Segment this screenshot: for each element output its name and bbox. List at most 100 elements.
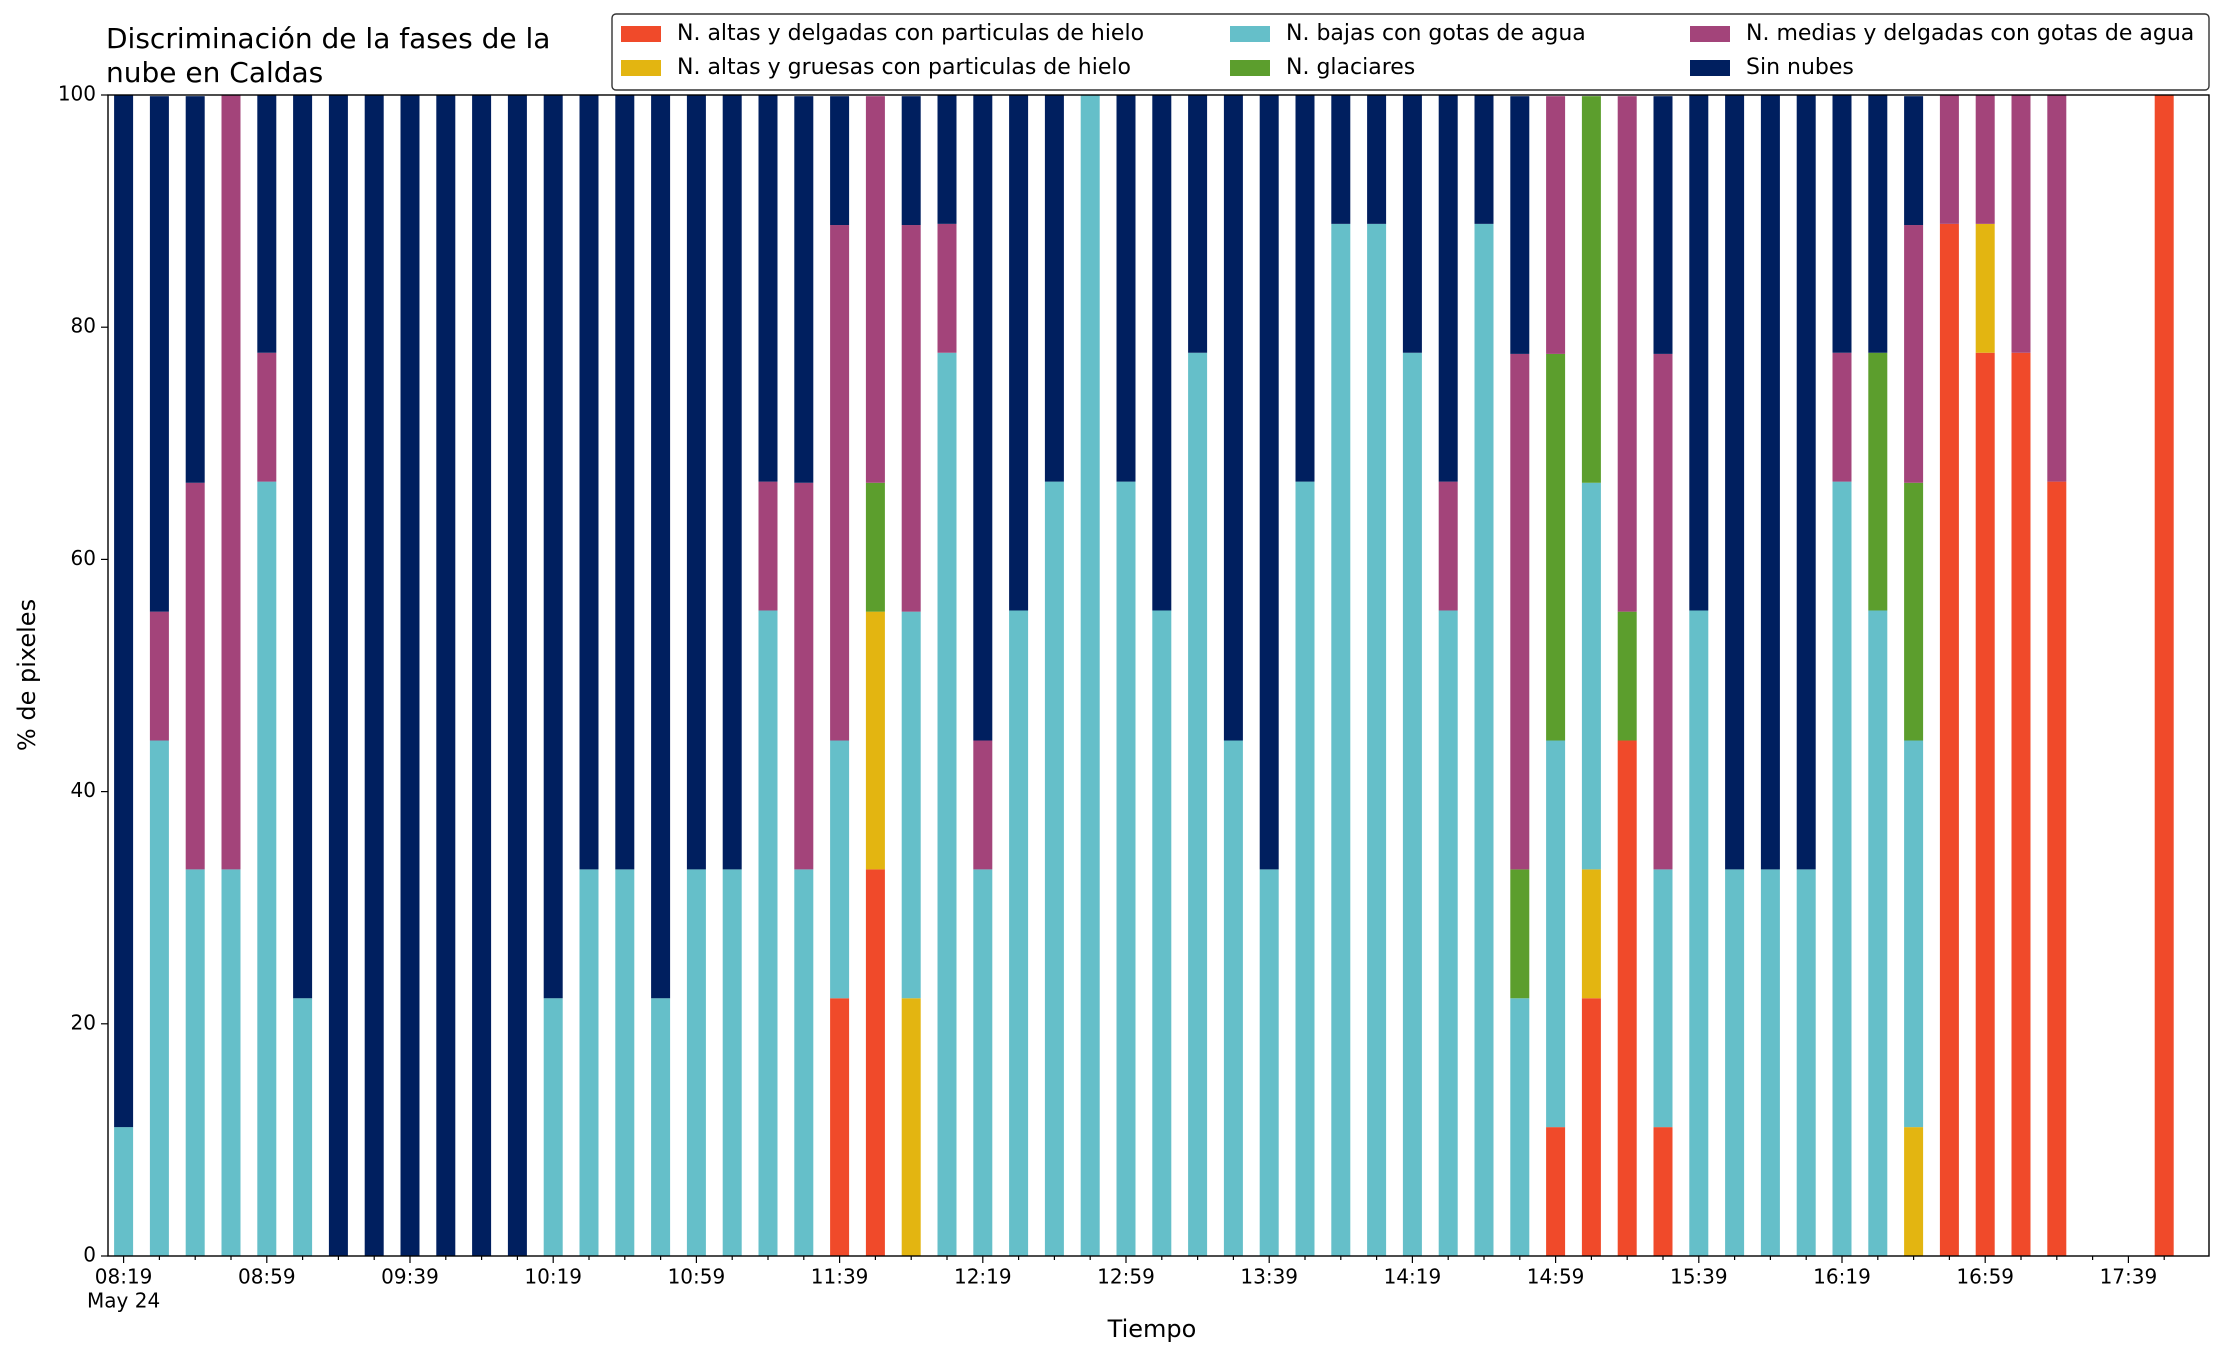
bar-segment xyxy=(1617,96,1637,612)
bar-segment xyxy=(1044,95,1064,482)
y-tick-label: 80 xyxy=(71,314,96,338)
x-tick-label: 09:39 xyxy=(381,1265,439,1289)
bar-segment xyxy=(830,740,850,999)
x-tick-label: 17:39 xyxy=(2100,1265,2158,1289)
y-tick-label: 0 xyxy=(83,1243,96,1267)
bar-segment xyxy=(615,95,635,870)
x-tick-label: 13:39 xyxy=(1240,1265,1298,1289)
bar-segment xyxy=(937,223,957,353)
bar-segment xyxy=(1868,95,1888,353)
y-tick-label: 40 xyxy=(71,778,96,802)
bar-segment xyxy=(1259,869,1279,1256)
bar-segment xyxy=(400,95,420,1256)
bar-segment xyxy=(2011,95,2031,353)
x-tick-label: 12:19 xyxy=(954,1265,1012,1289)
bar-segment xyxy=(1581,482,1601,870)
bar-segment xyxy=(973,95,993,741)
plot-frame xyxy=(107,94,2210,1257)
legend-swatch xyxy=(1690,26,1730,42)
bar-segment xyxy=(1546,96,1566,354)
bar-segment xyxy=(1904,482,1924,741)
bar-segment xyxy=(1653,869,1673,1128)
x-tick-label: 16:19 xyxy=(1813,1265,1871,1289)
x-tick-label: 11:39 xyxy=(811,1265,869,1289)
bar-segment xyxy=(1474,223,1494,1257)
y-tick-label: 20 xyxy=(71,1010,96,1034)
bar-segment xyxy=(114,95,134,1128)
bar-segment xyxy=(507,95,527,1256)
bar-segment xyxy=(579,95,599,870)
bar-segment xyxy=(865,869,885,1256)
legend-swatch xyxy=(621,26,661,42)
bar-segment xyxy=(1009,95,1029,611)
bar-segment xyxy=(686,869,706,1256)
legend-label: N. medias y delgadas con gotas de agua xyxy=(1746,21,2194,46)
bar-segment xyxy=(1796,869,1816,1256)
bar-segment xyxy=(1152,95,1172,611)
bar-segment xyxy=(1653,1127,1673,1256)
bar-segment xyxy=(436,95,456,1256)
bar-segment xyxy=(1367,223,1387,1257)
legend-swatch xyxy=(1230,26,1270,42)
y-axis-label: % de pixeles xyxy=(13,599,41,751)
legend-label: Sin nubes xyxy=(1746,55,1854,80)
bar-segment xyxy=(1510,353,1530,870)
x-tick-label: 10:19 xyxy=(524,1265,582,1289)
bar-segment xyxy=(1152,610,1172,1256)
x-tick-label: 10:59 xyxy=(668,1265,726,1289)
bar-segment xyxy=(901,225,921,612)
bar-segment xyxy=(149,740,169,1256)
bar-segment xyxy=(722,95,742,870)
bar-segment xyxy=(1653,96,1673,354)
x-tick-label: 14:19 xyxy=(1384,1265,1442,1289)
bar-segment xyxy=(1546,353,1566,741)
bar-segment xyxy=(615,869,635,1256)
bar-segment xyxy=(1188,352,1208,1256)
legend-swatch xyxy=(621,60,661,76)
bar-segment xyxy=(2047,95,2067,482)
chart-title: nube en Caldas xyxy=(106,56,323,89)
bar-segment xyxy=(794,96,814,483)
bar-segment xyxy=(185,96,205,483)
bar-segment xyxy=(1295,95,1315,482)
bar-segment xyxy=(1402,352,1422,1256)
bar-segment xyxy=(1975,95,1995,224)
bar-segment xyxy=(2154,95,2174,1256)
bar-segment xyxy=(543,998,563,1256)
bar-segment xyxy=(722,869,742,1256)
bar-segment xyxy=(1689,610,1709,1256)
bar-segment xyxy=(114,1127,134,1256)
bar-segment xyxy=(1796,95,1816,870)
bar-segment xyxy=(1868,610,1888,1256)
bar-segment xyxy=(185,869,205,1256)
bar-segment xyxy=(1581,96,1601,483)
bar-segment xyxy=(1044,481,1064,1256)
legend-swatch xyxy=(1690,60,1730,76)
x-tick-label: 15:39 xyxy=(1670,1265,1728,1289)
bar-segment xyxy=(1904,225,1924,483)
bar-segment xyxy=(149,611,169,741)
bar-segment xyxy=(865,482,885,612)
bar-segment xyxy=(257,95,277,353)
bar-segment xyxy=(1904,1127,1924,1256)
bar-segment xyxy=(1223,740,1243,1256)
bar-segment xyxy=(758,95,778,482)
bar-segment xyxy=(1725,869,1745,1256)
bar-segment xyxy=(257,481,277,1256)
bar-segment xyxy=(293,998,313,1256)
bar-segment xyxy=(1546,740,1566,1128)
bar-segment xyxy=(1188,95,1208,353)
bar-segment xyxy=(185,482,205,870)
bar-segment xyxy=(901,998,921,1256)
bar-segment xyxy=(794,869,814,1256)
bar-segment xyxy=(221,95,241,870)
bar-segment xyxy=(1581,869,1601,999)
bar-segment xyxy=(1689,95,1709,611)
bar-segment xyxy=(973,869,993,1256)
y-tick-label: 100 xyxy=(58,82,96,106)
legend-label: N. bajas con gotas de agua xyxy=(1286,21,1586,46)
bar-segment xyxy=(1438,481,1458,611)
bar-segment xyxy=(1975,352,1995,1256)
bar-segment xyxy=(1617,740,1637,1256)
bar-segment xyxy=(1009,610,1029,1256)
